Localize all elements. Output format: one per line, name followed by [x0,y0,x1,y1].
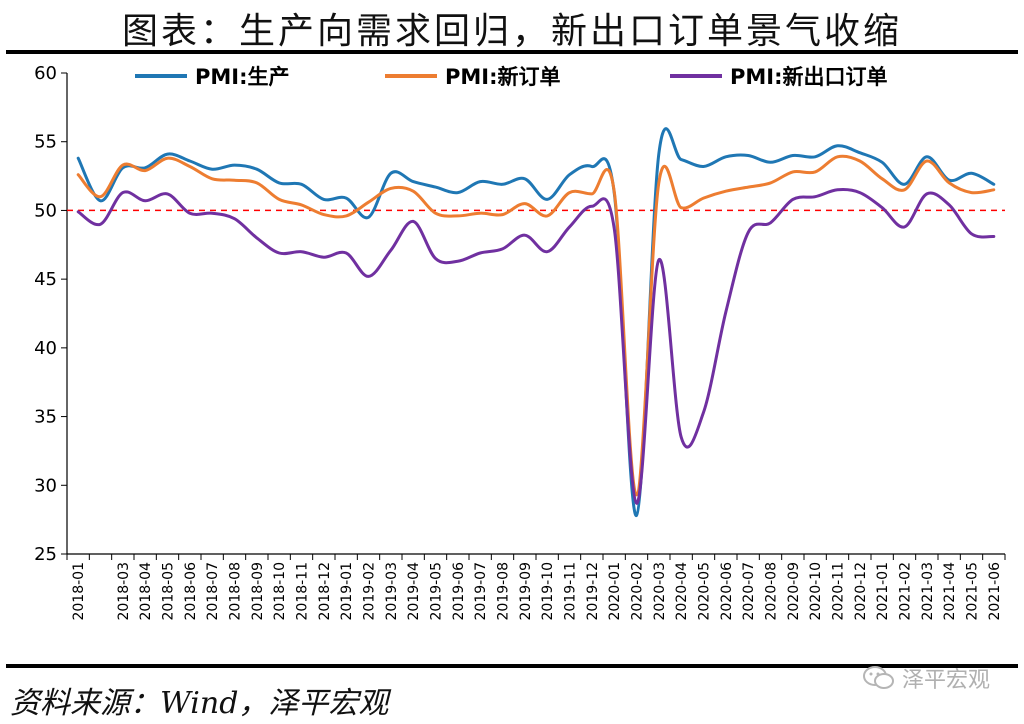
x-tick-label: 2020-05 [697,562,713,621]
watermark: 泽平宏观 [862,662,990,694]
x-tick-label: 2021-02 [898,562,914,621]
x-tick-label: 2019-10 [540,562,556,621]
chart-axes [66,73,1005,555]
x-tick-label: 2021-03 [920,562,936,621]
x-tick-label: 2019-02 [362,562,378,621]
y-tick-label: 50 [34,200,57,221]
x-tick-label: 2019-04 [406,562,422,621]
x-tick-label: 2020-08 [764,562,780,621]
x-tick-label: 2020-10 [808,562,824,621]
x-tick-label: 2018-05 [161,562,177,621]
x-tick-label: 2019-06 [451,562,467,621]
x-tick-label: 2020-03 [652,562,668,621]
source-note: 资料来源：Wind，泽平宏观 [10,686,389,721]
x-tick-label: 2019-03 [384,562,400,621]
y-tick-label: 30 [34,475,57,496]
x-tick-label: 2019-08 [496,562,512,621]
x-tick-label: 2018-07 [205,562,221,621]
bottom-rule [6,664,1018,668]
x-tick-label: 2018-03 [116,562,132,621]
x-tick-label: 2019-12 [585,562,601,621]
y-tick-label: 25 [34,544,57,565]
x-tick-label: 2020-12 [853,562,869,621]
x-tick-label: 2021-05 [965,562,981,621]
wechat-icon [862,666,894,689]
page-title: 图表：生产向需求回归，新出口订单景气收缩 [121,11,902,52]
legend-label: PMI:新订单 [445,65,561,89]
series-line-production [76,127,996,518]
y-tick-label: 45 [34,269,57,290]
legend: PMI:生产 PMI:新订单 PMI:新出口订单 [135,65,888,89]
x-tick-label: 2020-11 [831,562,847,621]
legend-label: PMI:新出口订单 [730,65,888,89]
x-tick-label: 2019-07 [473,562,489,621]
x-tick-label: 2019-01 [339,562,355,621]
x-tick-label: 2018-08 [228,562,244,621]
x-tick-label: 2018-01 [71,562,87,621]
x-tick-label: 2020-09 [786,562,802,621]
x-tick-label: 2020-04 [674,562,690,621]
top-rule [6,50,1018,54]
x-tick-label: 2020-01 [607,562,623,621]
x-tick-label: 2018-10 [272,562,288,621]
y-tick-label: 60 [34,63,57,84]
x-tick-label: 2018-12 [317,562,333,621]
x-tick-label: 2021-01 [875,562,891,621]
x-tick-label: 2021-04 [942,562,958,621]
y-tick-label: 35 [34,407,57,428]
x-tick-label: 2019-09 [518,562,534,621]
x-tick-label: 2021-06 [987,562,1003,621]
x-axis-ticks: 2018-01 2018-03 2018-04 2018-05 2018-06 2018-… [66,554,1006,621]
x-tick-label: 2018-09 [250,562,266,621]
legend-label: PMI:生产 [195,65,290,89]
x-tick-label: 2019-05 [429,562,445,621]
x-tick-label: 2018-06 [183,562,199,621]
y-tick-label: 55 [34,132,57,153]
series-group [76,127,996,518]
y-tick-label: 40 [34,338,57,359]
series-line-new-orders [76,154,996,497]
x-tick-label: 2020-02 [630,562,646,621]
watermark-text: 泽平宏观 [901,668,990,693]
series-line-new-export-orders [76,188,996,505]
y-axis-ticks: 25 30 35 40 45 50 55 60 [34,63,67,565]
x-tick-label: 2018-11 [295,562,311,621]
x-tick-label: 2018-04 [138,562,154,621]
x-tick-label: 2020-07 [741,562,757,621]
x-tick-label: 2020-06 [719,562,735,621]
x-tick-label: 2019-11 [563,562,579,621]
